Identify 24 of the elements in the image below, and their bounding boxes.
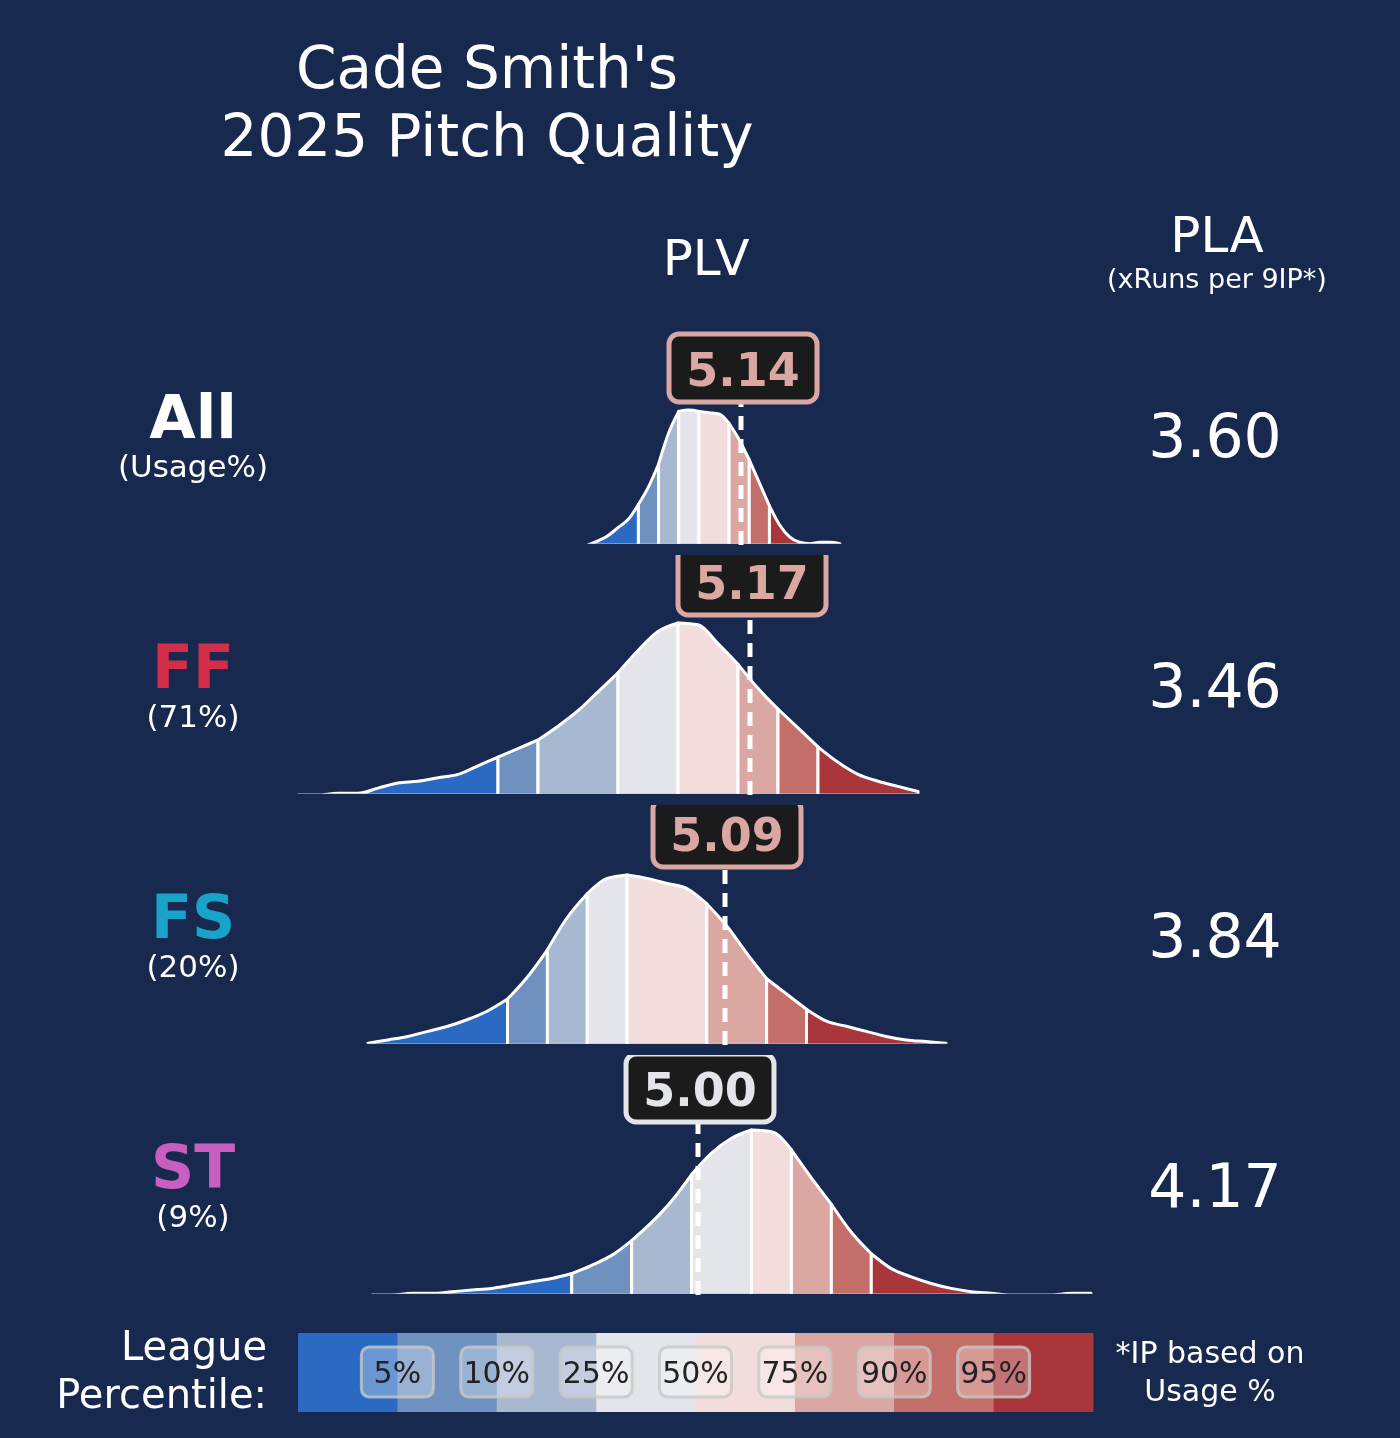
label-callout: 5.17 (675, 555, 829, 795)
text: 75% (761, 1355, 829, 1390)
text: PLA (1170, 206, 1264, 264)
text: 25% (562, 1355, 630, 1390)
text: 10% (463, 1355, 531, 1390)
text: 5.00 (643, 1063, 757, 1117)
text: League Percentile: (56, 1323, 267, 1417)
text: (xRuns per 9IP*) (1107, 263, 1327, 294)
text: 4.17 (1148, 1151, 1282, 1221)
label-callout: 5.09 (650, 805, 804, 1045)
text: 3.46 (1148, 651, 1282, 721)
text: 95% (960, 1355, 1027, 1390)
text: 3.60 (1148, 401, 1282, 471)
text: PLV (662, 229, 750, 287)
text: 50% (662, 1355, 729, 1390)
text: 5.14 (686, 343, 800, 397)
text: 3.84 (1148, 901, 1282, 971)
text: Cade Smith's 2025 Pitch Quality (220, 34, 754, 170)
text: 5.09 (670, 808, 784, 862)
label-callout: 5.14 (666, 331, 820, 545)
text: 5% (373, 1355, 422, 1390)
label-callout: 5.00 (623, 1055, 777, 1295)
text: 90% (860, 1355, 928, 1390)
text: *IP based on Usage % (1115, 1335, 1305, 1408)
